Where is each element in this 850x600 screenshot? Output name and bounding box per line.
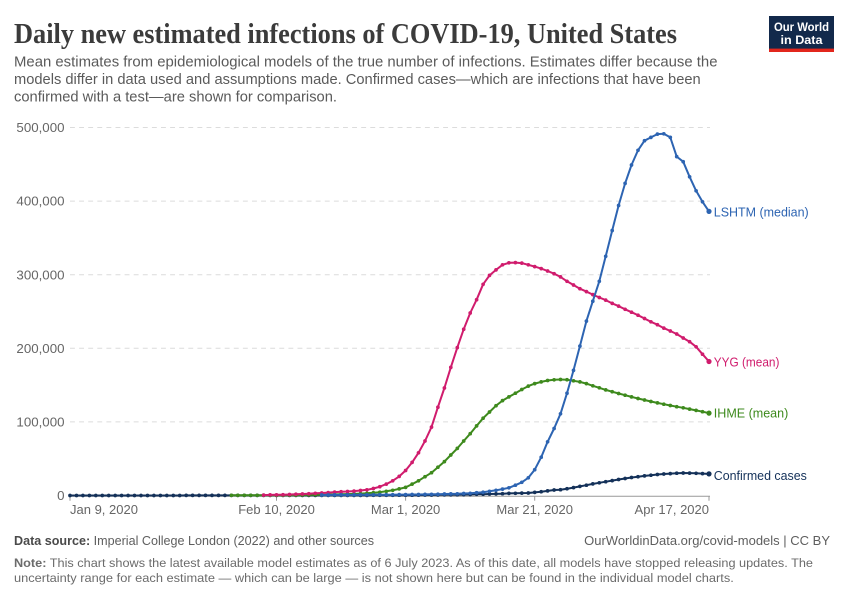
svg-text:Feb 10, 2020: Feb 10, 2020 [238, 502, 315, 517]
svg-text:OurWorldinData.org/covid-model: OurWorldinData.org/covid-models | CC BY [584, 533, 830, 548]
svg-text:300,000: 300,000 [16, 267, 64, 282]
svg-text:Daily new estimated infections: Daily new estimated infections of COVID-… [14, 19, 677, 50]
svg-text:Mar 1, 2020: Mar 1, 2020 [371, 502, 440, 517]
svg-text:in Data: in Data [781, 33, 823, 47]
svg-text:Our World: Our World [774, 20, 829, 34]
svg-text:models differ in data used and: models differ in data used and assumptio… [14, 72, 701, 88]
svg-text:400,000: 400,000 [16, 194, 64, 209]
svg-text:Apr 17, 2020: Apr 17, 2020 [635, 502, 709, 517]
svg-text:200,000: 200,000 [16, 341, 64, 356]
svg-text:LSHTM (median): LSHTM (median) [714, 205, 809, 220]
svg-text:confirmed with a test—are show: confirmed with a test—are shown for comp… [14, 90, 337, 106]
svg-text:Mean estimates from epidemiolo: Mean estimates from epidemiological mode… [14, 55, 717, 71]
svg-text:100,000: 100,000 [16, 415, 64, 430]
svg-text:Confirmed cases: Confirmed cases [714, 468, 807, 483]
svg-text:uncertainty range for each est: uncertainty range for each estimate — wh… [14, 571, 734, 585]
svg-text:YYG (mean): YYG (mean) [714, 355, 780, 370]
svg-text:Note: This chart shows the lat: Note: This chart shows the latest availa… [14, 556, 813, 570]
svg-text:IHME (mean): IHME (mean) [714, 406, 789, 421]
svg-text:500,000: 500,000 [16, 120, 64, 135]
svg-text:Mar 21, 2020: Mar 21, 2020 [496, 502, 573, 517]
svg-text:0: 0 [57, 488, 64, 503]
svg-text:Jan 9, 2020: Jan 9, 2020 [70, 502, 138, 517]
svg-text:Data source: Imperial College: Data source: Imperial College London (20… [14, 533, 374, 548]
